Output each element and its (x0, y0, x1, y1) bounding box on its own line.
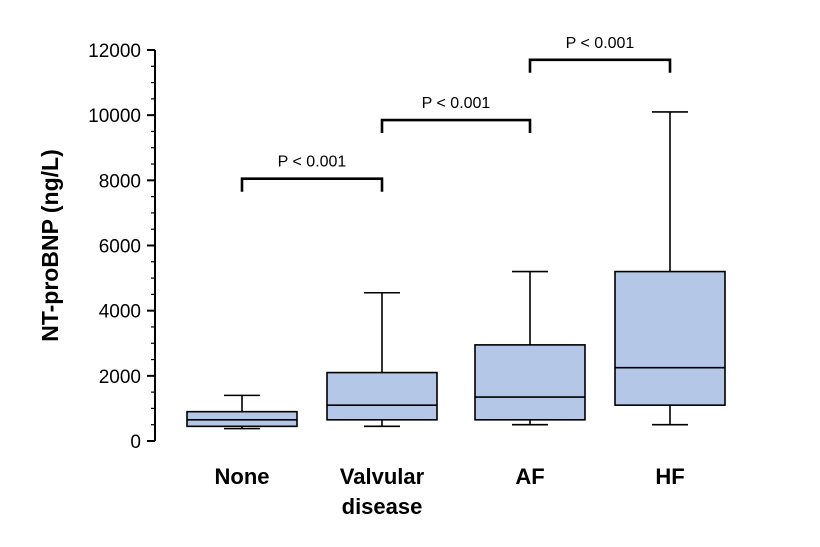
significance-brackets: P < 0.001 P < 0.001 P < 0.001 (240, 35, 672, 192)
category-label: Valvular disease (340, 464, 425, 519)
significance-bracket (240, 177, 384, 192)
y-tick-label: 12000 (88, 41, 141, 62)
boxes (186, 111, 726, 430)
y-axis-label: NT-proBNP (ng/L) (37, 149, 63, 342)
y-tick-label: 6000 (99, 237, 141, 258)
category-label-line: None (215, 464, 270, 489)
category-label-line: AF (515, 464, 544, 489)
category-label-line: disease (342, 494, 423, 519)
significance-bracket (380, 118, 532, 134)
box-iqr (186, 410, 298, 428)
box-0 (186, 394, 298, 430)
box-iqr (614, 270, 726, 406)
y-tick-label: 4000 (99, 302, 141, 323)
comparison-1: P < 0.001 (380, 95, 532, 134)
box-2 (474, 270, 586, 426)
y-tick-label: 0 (130, 432, 141, 453)
category-label: None (215, 464, 270, 489)
p-value-label: P < 0.001 (422, 95, 491, 112)
box-iqr (474, 344, 586, 421)
comparison-0: P < 0.001 (240, 154, 384, 192)
comparison-2: P < 0.001 (528, 35, 672, 73)
category-label-line: Valvular (340, 464, 425, 489)
y-tick-label: 8000 (99, 171, 141, 192)
significance-bracket (528, 58, 672, 73)
category-labels: None Valvular disease AF HF (215, 464, 685, 519)
box-3 (614, 111, 726, 426)
p-value-label: P < 0.001 (278, 154, 347, 171)
category-label: AF (515, 464, 544, 489)
y-tick-label: 2000 (99, 367, 141, 388)
box-iqr (326, 371, 438, 421)
category-label-line: HF (655, 464, 684, 489)
category-label: HF (655, 464, 684, 489)
y-axis: 0 2000 4000 6000 8000 10000 12000 (88, 41, 156, 453)
box-1 (326, 291, 438, 428)
y-tick-label: 10000 (88, 106, 141, 127)
p-value-label: P < 0.001 (566, 35, 635, 52)
